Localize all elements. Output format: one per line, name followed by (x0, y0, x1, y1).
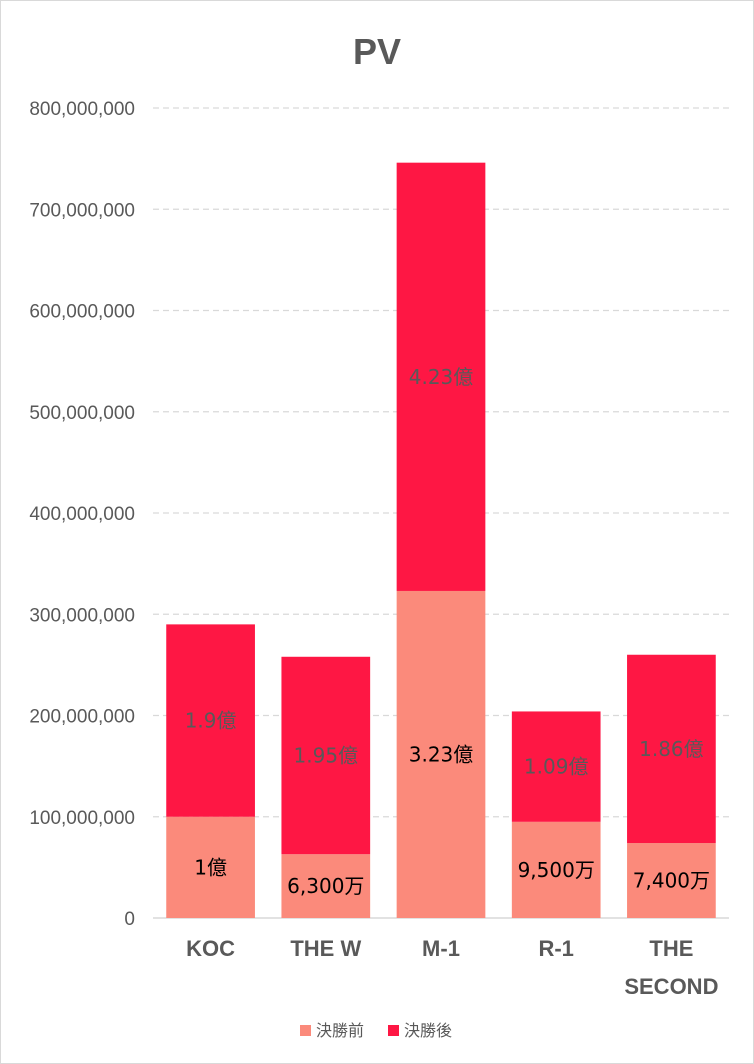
bar-after (396, 162, 486, 591)
bar-before (627, 843, 716, 918)
x-tick-label: R-1 (538, 936, 573, 961)
y-tick-label: 0 (124, 909, 135, 930)
y-tick-label: 700,000,000 (29, 200, 135, 221)
data-label: 1.86億 (639, 737, 704, 761)
x-tick-label: THE SECOND (624, 936, 718, 999)
data-label: 1.09億 (524, 755, 589, 779)
bar-after (511, 711, 601, 822)
x-tick-label: M-1 (422, 936, 460, 961)
chart-title: PV (353, 31, 401, 72)
data-label: 9,500万 (518, 858, 595, 882)
x-tick-label: KOC (186, 936, 235, 961)
data-label: 3.23億 (409, 742, 474, 766)
y-tick-label: 100,000,000 (29, 808, 135, 829)
y-tick-label: 300,000,000 (29, 605, 135, 626)
bar-before (511, 821, 601, 918)
data-label: 1.95億 (294, 743, 359, 767)
bar-before (396, 590, 486, 918)
x-axis: KOC THE W M-1 R-1 THE SECOND (186, 936, 718, 999)
legend-swatch (300, 1025, 311, 1036)
bar-before (281, 854, 371, 918)
legend-label: 決勝後 (404, 1021, 452, 1040)
bar-after (166, 624, 255, 817)
x-tick-label: THE W (290, 936, 361, 961)
bar-after (281, 656, 371, 855)
data-label: 4.23億 (409, 365, 474, 389)
y-tick-label: 200,000,000 (29, 707, 135, 728)
y-tick-label: 800,000,000 (29, 99, 135, 120)
data-label: 6,300万 (287, 874, 364, 898)
data-label: 7,400万 (633, 869, 710, 893)
data-label: 1.9億 (185, 709, 237, 733)
data-label: 1億 (194, 855, 227, 879)
data-labels: 1億 1.9億 6,300万 1.95億 3.23億 4.23億 9,500万 1.09億 7,… (185, 365, 710, 898)
y-tick-label: 600,000,000 (29, 302, 135, 323)
legend-label: 決勝前 (316, 1021, 364, 1040)
y-tick-label: 400,000,000 (29, 504, 135, 525)
y-axis: 0 100,000,000 200,000,000 300,000,000 400,00… (29, 99, 135, 930)
legend-swatch (388, 1025, 399, 1036)
bar-after (627, 654, 716, 844)
y-tick-label: 500,000,000 (29, 403, 135, 424)
legend: 決勝前 決勝後 (300, 1021, 452, 1040)
bar-before (166, 816, 255, 918)
bars (166, 162, 716, 918)
